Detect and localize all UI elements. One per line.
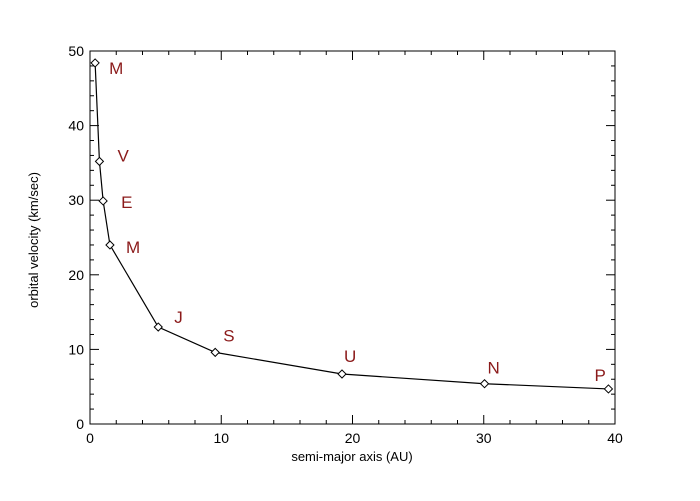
- data-point: [603, 384, 614, 394]
- x-axis-title: semi-major axis (AU): [291, 449, 412, 464]
- x-tick-label: 40: [607, 430, 623, 446]
- data-point: [94, 156, 105, 167]
- x-tick-label: 30: [476, 430, 492, 446]
- data-point: [337, 369, 347, 379]
- y-tick-label: 0: [76, 416, 84, 432]
- data-point: [153, 322, 163, 332]
- data-point: [105, 240, 115, 250]
- y-tick-label: 40: [68, 118, 84, 134]
- point-label: N: [488, 359, 500, 378]
- y-tick-label: 10: [68, 341, 84, 357]
- y-tick-label: 20: [68, 267, 84, 283]
- point-label: U: [344, 347, 356, 366]
- point-label: S: [223, 326, 234, 345]
- y-axis-title: orbital velocity (km/sec): [26, 172, 41, 308]
- point-label: M: [126, 238, 140, 257]
- point-label: E: [121, 193, 132, 212]
- point-label: J: [174, 308, 183, 327]
- data-point: [479, 379, 490, 389]
- x-tick-label: 20: [345, 430, 361, 446]
- point-label: V: [117, 146, 129, 165]
- x-tick-label: 0: [86, 430, 94, 446]
- data-point: [98, 196, 108, 206]
- x-tick-label: 10: [213, 430, 229, 446]
- plot-frame: [89, 50, 616, 425]
- series-line: [94, 62, 609, 390]
- point-label: M: [109, 59, 123, 78]
- y-tick-label: 50: [68, 43, 84, 59]
- data-point: [90, 58, 100, 68]
- y-tick-label: 30: [68, 192, 84, 208]
- point-label: P: [594, 366, 605, 385]
- data-point: [210, 347, 220, 358]
